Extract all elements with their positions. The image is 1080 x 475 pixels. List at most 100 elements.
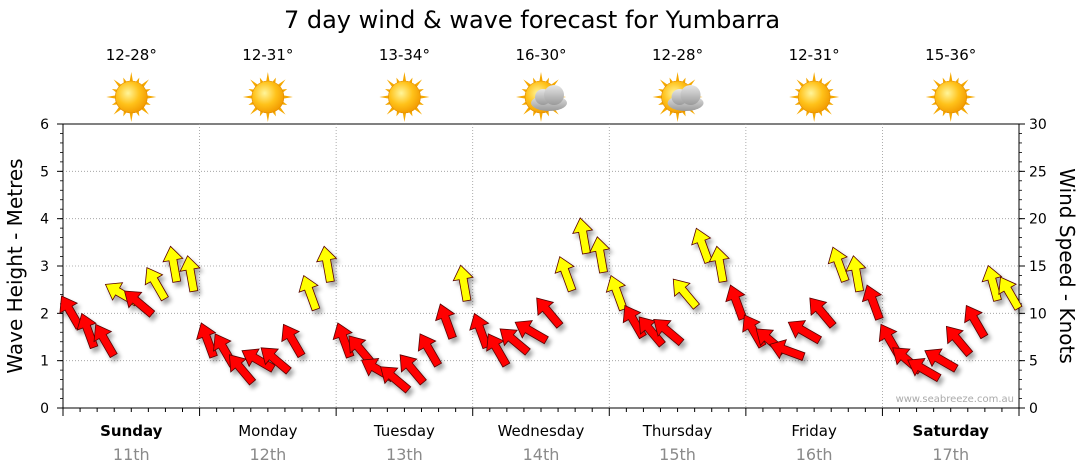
wind-arrow: [769, 339, 806, 361]
day-labels: Sunday 11th Monday 12th Tuesday 13th Wednesday…: [100, 422, 989, 464]
day-date-label: 13th: [386, 445, 423, 464]
day-name-label: Tuesday: [373, 422, 435, 440]
sunny-icon: [789, 72, 840, 122]
day-date-label: 14th: [523, 445, 560, 464]
day-date-label: 12th: [249, 445, 286, 464]
wind-arrow: [907, 357, 942, 383]
wind-arrow: [144, 267, 169, 302]
wind-arrow: [809, 297, 837, 329]
wind-arrow: [241, 348, 276, 373]
wind-arrow: [924, 348, 959, 373]
wind-arrow: [945, 325, 974, 358]
wind-arrow: [861, 284, 884, 321]
wind-arrow: [196, 322, 218, 359]
wind-arrow: [499, 328, 531, 356]
sunny-icon: [925, 72, 976, 122]
partly-cloudy-icon: [652, 72, 704, 122]
sun-ray: [829, 95, 840, 99]
wind-arrow: [76, 312, 99, 350]
sun-ray: [129, 111, 134, 122]
sun-ray: [419, 95, 430, 99]
wind-arrow: [845, 255, 867, 293]
sunny-icon: [242, 72, 293, 122]
wind-arrow: [787, 320, 823, 345]
sun-ray: [266, 111, 270, 122]
left-tick-label: 4: [40, 212, 49, 228]
wind-arrow: [435, 303, 457, 340]
sun-ray: [129, 72, 134, 83]
sun-ray: [789, 95, 800, 99]
sun-ray: [675, 111, 680, 122]
day-date-label: 17th: [932, 445, 969, 464]
day-date-label: 16th: [796, 445, 833, 464]
wind-arrow: [281, 323, 306, 359]
wind-arrow: [653, 318, 685, 347]
sun-disc: [797, 80, 831, 114]
day-name-label: Friday: [791, 422, 837, 440]
temperature-range: 12-28°: [106, 46, 157, 64]
day-name-label: Thursday: [642, 422, 713, 440]
wind-arrow: [554, 256, 577, 293]
sun-ray: [539, 72, 543, 83]
sun-ray: [948, 72, 953, 83]
wind-arrow: [589, 236, 611, 274]
right-axis-ticks: 0 5 10 15 20 25 30: [1019, 117, 1047, 417]
right-axis-label: Wind Speed - Knots: [1055, 168, 1079, 364]
watermark: www.seabreeze.com.au: [896, 394, 1014, 405]
wind-arrow: [536, 297, 564, 329]
wind-arrow: [672, 278, 701, 310]
wind-arrow: [316, 245, 338, 283]
sun-ray: [106, 95, 117, 99]
wind-arrow: [605, 274, 628, 312]
wind-arrow: [452, 264, 474, 302]
sunny-icon: [379, 72, 430, 122]
sun-disc: [251, 80, 285, 114]
day-name-label: Saturday: [913, 422, 990, 440]
left-tick-label: 2: [40, 306, 49, 322]
left-tick-label: 0: [40, 401, 49, 417]
wind-arrow: [93, 323, 118, 359]
sun-disc: [934, 80, 968, 114]
wind-arrow: [380, 366, 412, 394]
wind-arrow: [228, 354, 257, 386]
sun-ray: [266, 72, 270, 83]
temperature-range: 12-31°: [242, 46, 293, 64]
sun-ray: [539, 111, 543, 122]
wind-arrow: [514, 320, 549, 345]
sun-ray: [812, 72, 816, 83]
sun-ray: [948, 111, 953, 122]
sun-ray: [242, 95, 253, 99]
right-tick-label: 15: [1029, 259, 1047, 275]
left-axis-label: Wave Height - Metres: [3, 158, 27, 373]
sun-disc: [114, 80, 148, 114]
sunny-icon: [106, 72, 157, 122]
wind-arrow: [964, 304, 989, 340]
cloud-part: [680, 85, 701, 105]
daily-temperatures: 12-28° 12-31° 13-34° 16-30° 12-28° 12-31° 15-3…: [106, 46, 977, 64]
left-tick-label: 6: [40, 117, 49, 133]
day-date-label: 11th: [113, 445, 150, 464]
sun-ray: [812, 111, 816, 122]
weather-icons: [106, 72, 976, 122]
wind-arrows: [59, 217, 1023, 394]
cloud-shape: [531, 85, 567, 111]
wind-arrow: [298, 274, 321, 312]
wind-arrow: [417, 333, 443, 368]
cloud-shape: [667, 85, 704, 111]
sun-ray: [652, 95, 663, 99]
sun-ray: [282, 95, 293, 99]
chart-title: 7 day wind & wave forecast for Yumbarra: [284, 6, 780, 34]
sun-ray: [516, 95, 527, 99]
sun-ray: [925, 95, 936, 99]
wind-arrow: [998, 276, 1023, 311]
day-name-label: Monday: [238, 422, 297, 440]
cloud-part: [544, 85, 564, 105]
wind-arrow: [827, 246, 850, 283]
wind-arrow: [691, 227, 713, 264]
day-name-label: Sunday: [100, 422, 163, 440]
wind-arrow: [725, 284, 748, 321]
day-name-label: Wednesday: [498, 422, 585, 440]
wind-arrow: [123, 290, 156, 318]
day-date-label: 15th: [659, 445, 696, 464]
